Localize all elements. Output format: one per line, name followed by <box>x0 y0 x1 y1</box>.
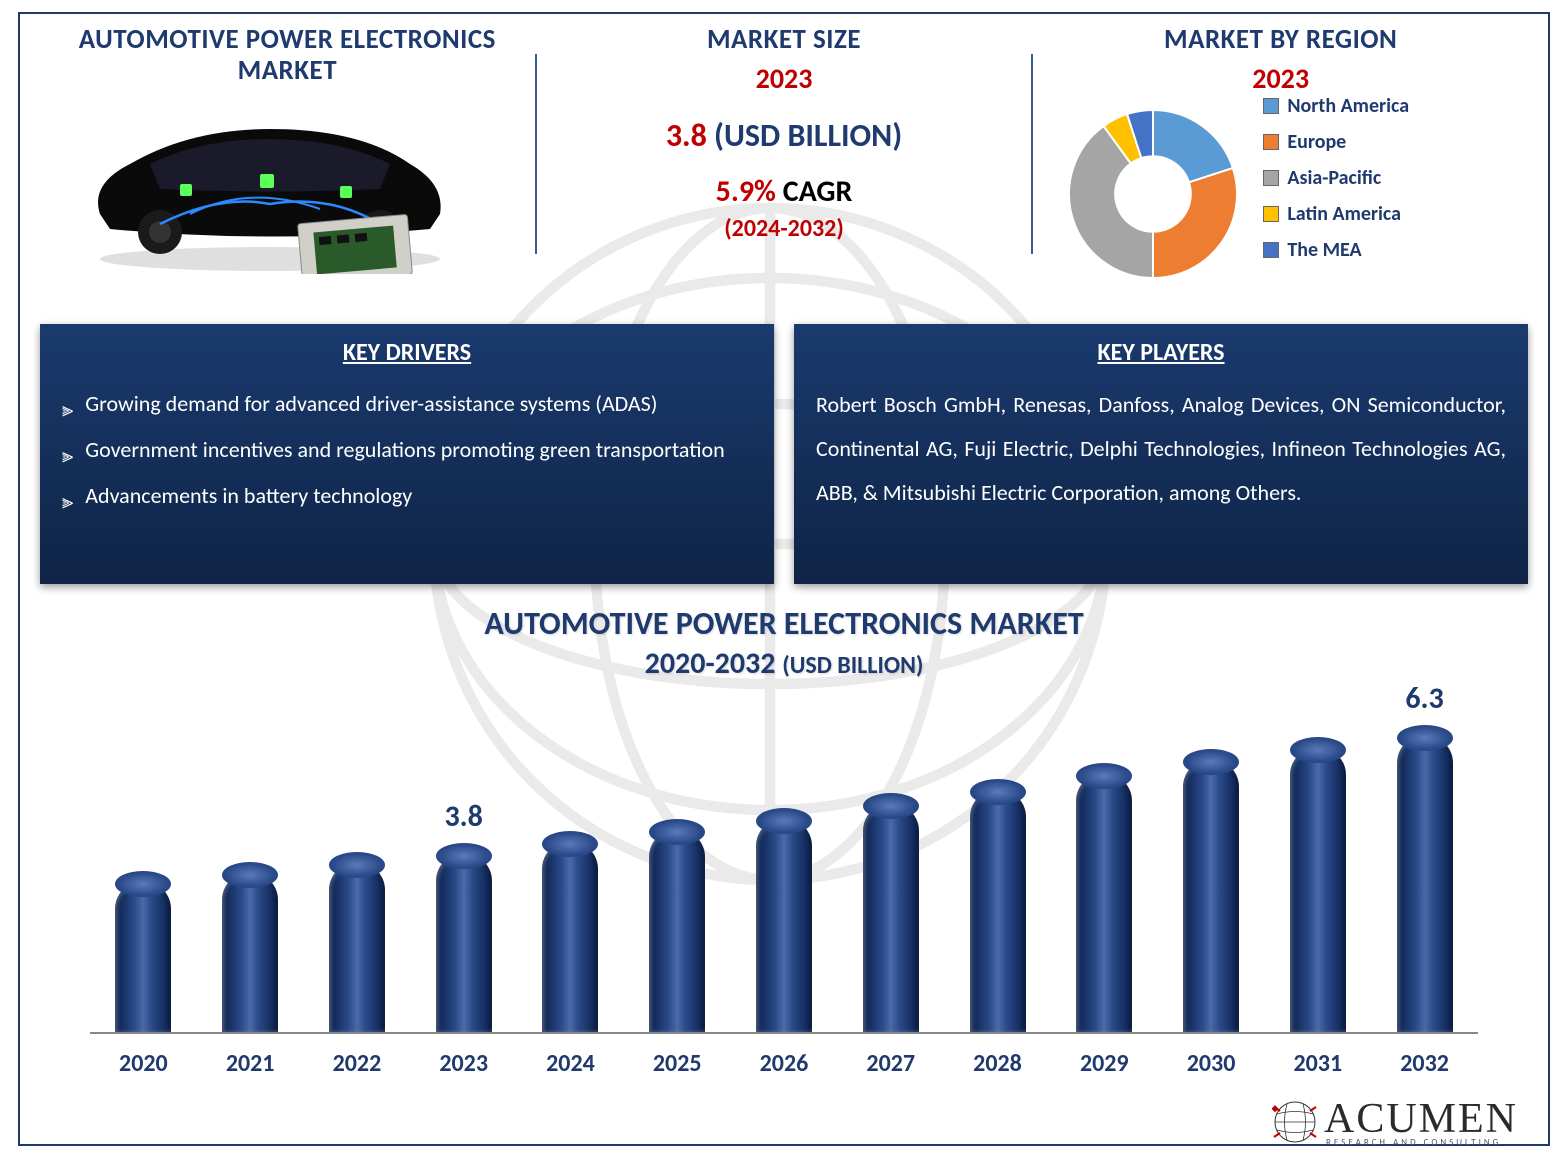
driver-item: ⫸ Advancements in battery technology <box>62 475 752 521</box>
market-size-year: 2023 <box>547 61 1022 96</box>
cagr-value: 5.9% CAGR <box>547 173 1022 210</box>
region-donut-chart <box>1053 94 1253 294</box>
key-drivers-title: KEY DRIVERS <box>62 338 752 367</box>
bar <box>542 841 598 1032</box>
bar <box>115 881 171 1032</box>
cagr-range: (2024-2032) <box>547 214 1022 243</box>
bar-wrap: 6.3 <box>1395 735 1455 1032</box>
bar <box>1076 773 1132 1032</box>
legend-label: Asia-Pacific <box>1287 166 1381 190</box>
bar <box>436 853 492 1032</box>
main-frame: AUTOMOTIVE POWER ELECTRONICS MARKET <box>18 12 1550 1146</box>
x-axis-label: 2026 <box>754 1049 814 1078</box>
legend-swatch <box>1263 98 1279 114</box>
driver-item: ⫸ Growing demand for advanced driver-assi… <box>62 383 752 429</box>
bar-value-label: 6.3 <box>1405 680 1443 717</box>
bar <box>1290 747 1346 1032</box>
x-axis-label: 2022 <box>327 1049 387 1078</box>
region-title: MARKET BY REGION <box>1043 24 1518 55</box>
bar-wrap <box>540 841 600 1032</box>
bar-wrap <box>113 881 173 1032</box>
legend-label: The MEA <box>1287 238 1361 262</box>
bar-wrap <box>1181 759 1241 1032</box>
legend-item: North America <box>1263 94 1409 118</box>
car-illustration <box>70 94 470 274</box>
driver-text: Advancements in battery technology <box>85 475 412 517</box>
bullet-icon: ⫸ <box>62 437 73 475</box>
logo-tagline: RESEARCH AND CONSULTING <box>1326 1137 1518 1148</box>
key-players-title: KEY PLAYERS <box>816 338 1506 367</box>
region-year: 2023 <box>1043 61 1518 96</box>
bullet-icon: ⫸ <box>62 483 73 521</box>
legend-swatch <box>1263 206 1279 222</box>
x-axis-label: 2032 <box>1395 1049 1455 1078</box>
x-axis-label: 2020 <box>113 1049 173 1078</box>
key-players-panel: KEY PLAYERS Robert Bosch GmbH, Renesas, … <box>794 324 1528 584</box>
top-right-col: MARKET BY REGION 2023 North America Europ… <box>1033 24 1528 304</box>
bar-value-label: 3.8 <box>444 798 482 835</box>
legend-item: Latin America <box>1263 202 1409 226</box>
bar-wrap <box>220 872 280 1032</box>
bar <box>222 872 278 1032</box>
donut-slice <box>1153 168 1237 278</box>
bar-wrap <box>327 862 387 1032</box>
top-left-col: AUTOMOTIVE POWER ELECTRONICS MARKET <box>40 24 535 304</box>
region-legend: North America Europe Asia-Pacific Latin Ame… <box>1263 94 1409 274</box>
legend-item: Asia-Pacific <box>1263 166 1409 190</box>
bar-wrap <box>861 803 921 1032</box>
bar-chart-title: AUTOMOTIVE POWER ELECTRONICS MARKET 2020… <box>20 604 1548 682</box>
legend-swatch <box>1263 242 1279 258</box>
bar <box>970 789 1026 1032</box>
bar-wrap <box>968 789 1028 1032</box>
bar <box>329 862 385 1032</box>
x-axis-label: 2028 <box>968 1049 1028 1078</box>
bar-wrap: 3.8 <box>434 853 494 1032</box>
bar-wrap <box>647 829 707 1032</box>
x-axis-label: 2031 <box>1288 1049 1348 1078</box>
legend-label: Latin America <box>1287 202 1401 226</box>
bar-wrap <box>754 818 814 1033</box>
driver-item: ⫸ Government incentives and regulations p… <box>62 429 752 475</box>
legend-swatch <box>1263 170 1279 186</box>
top-row: AUTOMOTIVE POWER ELECTRONICS MARKET <box>40 24 1528 304</box>
bar <box>756 818 812 1033</box>
legend-swatch <box>1263 134 1279 150</box>
driver-text: Government incentives and regulations pr… <box>85 429 724 471</box>
bar-wrap <box>1074 773 1134 1032</box>
legend-item: The MEA <box>1263 238 1409 262</box>
driver-text: Growing demand for advanced driver-assis… <box>85 383 657 425</box>
bar-wrap <box>1288 747 1348 1032</box>
x-axis-label: 2029 <box>1074 1049 1134 1078</box>
key-players-text: Robert Bosch GmbH, Renesas, Danfoss, Ana… <box>816 383 1506 515</box>
key-drivers-panel: KEY DRIVERS ⫸ Growing demand for advanced… <box>40 324 774 584</box>
top-mid-col: MARKET SIZE 2023 3.8 (USD BILLION) 5.9% … <box>537 24 1032 304</box>
bar <box>1397 735 1453 1032</box>
bar <box>649 829 705 1032</box>
x-axis-label: 2023 <box>434 1049 494 1078</box>
bar <box>1183 759 1239 1032</box>
acumen-logo: ACUMEN RESEARCH AND CONSULTING <box>1272 1095 1518 1148</box>
x-axis-label: 2027 <box>861 1049 921 1078</box>
legend-label: North America <box>1287 94 1409 118</box>
legend-label: Europe <box>1287 130 1346 154</box>
info-panels: KEY DRIVERS ⫸ Growing demand for advanced… <box>40 324 1528 584</box>
x-axis-label: 2025 <box>647 1049 707 1078</box>
logo-globe-icon <box>1272 1099 1318 1145</box>
x-axis-label: 2021 <box>220 1049 280 1078</box>
market-size-title: MARKET SIZE <box>547 24 1022 55</box>
bar <box>863 803 919 1032</box>
logo-text: ACUMEN <box>1324 1096 1518 1142</box>
x-axis-label: 2030 <box>1181 1049 1241 1078</box>
legend-item: Europe <box>1263 130 1409 154</box>
x-axis-label: 2024 <box>540 1049 600 1078</box>
bullet-icon: ⫸ <box>62 391 73 429</box>
bar-chart: 3.8 6.3 2020 2021 2022 2023 2024 2025 2026 2027 2… <box>70 694 1498 1084</box>
main-title: AUTOMOTIVE POWER ELECTRONICS MARKET <box>50 24 525 86</box>
market-size-value: 3.8 (USD BILLION) <box>547 116 1022 155</box>
